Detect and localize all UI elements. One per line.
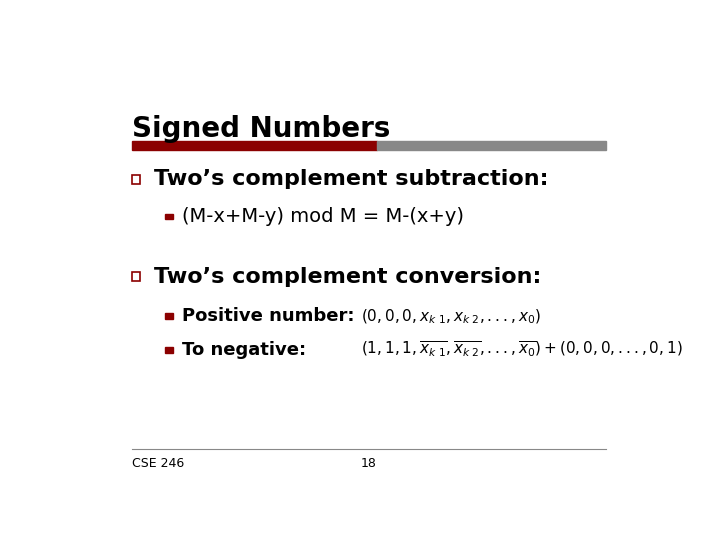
Bar — [377, 141, 606, 150]
Bar — [166, 347, 173, 353]
Bar — [132, 141, 377, 150]
Text: $(0,0,0,x_{k\ 1},x_{k\ 2},...,x_0)$: $(0,0,0,x_{k\ 1},x_{k\ 2},...,x_0)$ — [361, 307, 541, 326]
Text: CSE 246: CSE 246 — [132, 457, 184, 470]
Bar — [166, 214, 173, 219]
Text: Two’s complement subtraction:: Two’s complement subtraction: — [154, 169, 549, 189]
Text: Positive number:: Positive number: — [182, 307, 354, 326]
Text: Two’s complement conversion:: Two’s complement conversion: — [154, 267, 541, 287]
Bar — [166, 313, 173, 319]
Text: (M-x+M-y) mod M = M-(x+y): (M-x+M-y) mod M = M-(x+y) — [182, 207, 464, 226]
Bar — [132, 174, 140, 184]
Text: To negative:: To negative: — [182, 341, 306, 359]
Bar — [132, 272, 140, 281]
Text: 18: 18 — [361, 457, 377, 470]
Text: $(1,1,1,\overline{x_{k\ 1}},\overline{x_{k\ 2}},...,\overline{x_0})+(0,0,0,...,0: $(1,1,1,\overline{x_{k\ 1}},\overline{x_… — [361, 340, 683, 360]
Text: Signed Numbers: Signed Numbers — [132, 114, 390, 143]
